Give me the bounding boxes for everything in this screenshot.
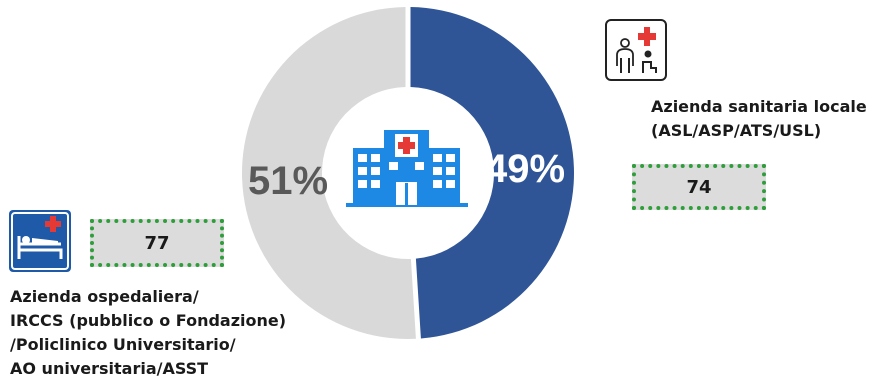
hospital-bed-icon xyxy=(9,210,71,272)
slice-label-ao: 51% xyxy=(248,159,328,203)
ao-count-box: 77 xyxy=(90,219,224,267)
donut-slices xyxy=(241,7,574,339)
slice-label-asl: 49% xyxy=(485,147,565,191)
asl-label-line1: Azienda sanitaria locale xyxy=(651,97,867,116)
asl-count: 74 xyxy=(686,176,712,198)
asl-label-line2: (ASL/ASP/ATS/USL) xyxy=(651,121,822,140)
donut-slice-ao xyxy=(241,7,416,339)
donut-slice-asl xyxy=(410,7,574,339)
hospital-building-icon xyxy=(346,130,468,207)
ao-label-line1: Azienda ospedaliera/ xyxy=(10,287,199,306)
ao-label-line2: IRCCS (pubblico o Fondazione) xyxy=(10,311,287,330)
asl-count-box: 74 xyxy=(632,164,766,210)
ao-label-line4: AO universitaria/ASST xyxy=(10,359,209,378)
ao-label-line3: /Policlinico Universitario/ xyxy=(10,335,236,354)
doctor-patient-icon xyxy=(605,19,667,81)
ao-count: 77 xyxy=(144,232,170,254)
